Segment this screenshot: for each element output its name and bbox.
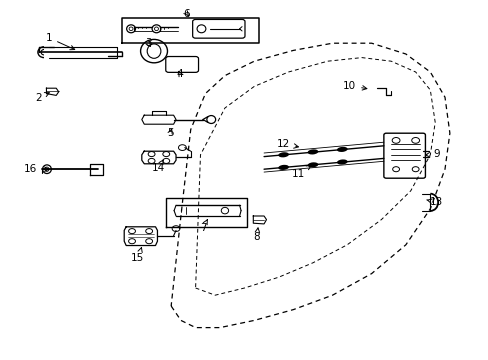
- Text: 7: 7: [199, 220, 207, 233]
- Text: 6: 6: [183, 9, 190, 19]
- Text: 10: 10: [343, 81, 366, 91]
- Ellipse shape: [336, 147, 347, 152]
- Ellipse shape: [307, 149, 318, 154]
- Text: 9: 9: [425, 149, 439, 159]
- Text: 5: 5: [166, 128, 173, 138]
- Ellipse shape: [307, 162, 318, 167]
- Text: 13: 13: [426, 197, 442, 207]
- Text: 2: 2: [35, 93, 49, 103]
- Text: 12: 12: [276, 139, 298, 149]
- Text: 16: 16: [23, 164, 49, 174]
- Text: 1: 1: [45, 33, 75, 50]
- Text: 11: 11: [291, 166, 310, 179]
- Text: 3: 3: [144, 38, 151, 48]
- Ellipse shape: [336, 159, 347, 165]
- Ellipse shape: [278, 152, 288, 157]
- Text: 8: 8: [253, 228, 260, 242]
- Text: 4: 4: [176, 69, 183, 79]
- Ellipse shape: [278, 165, 288, 170]
- Text: 14: 14: [151, 160, 164, 174]
- Text: 15: 15: [131, 248, 144, 264]
